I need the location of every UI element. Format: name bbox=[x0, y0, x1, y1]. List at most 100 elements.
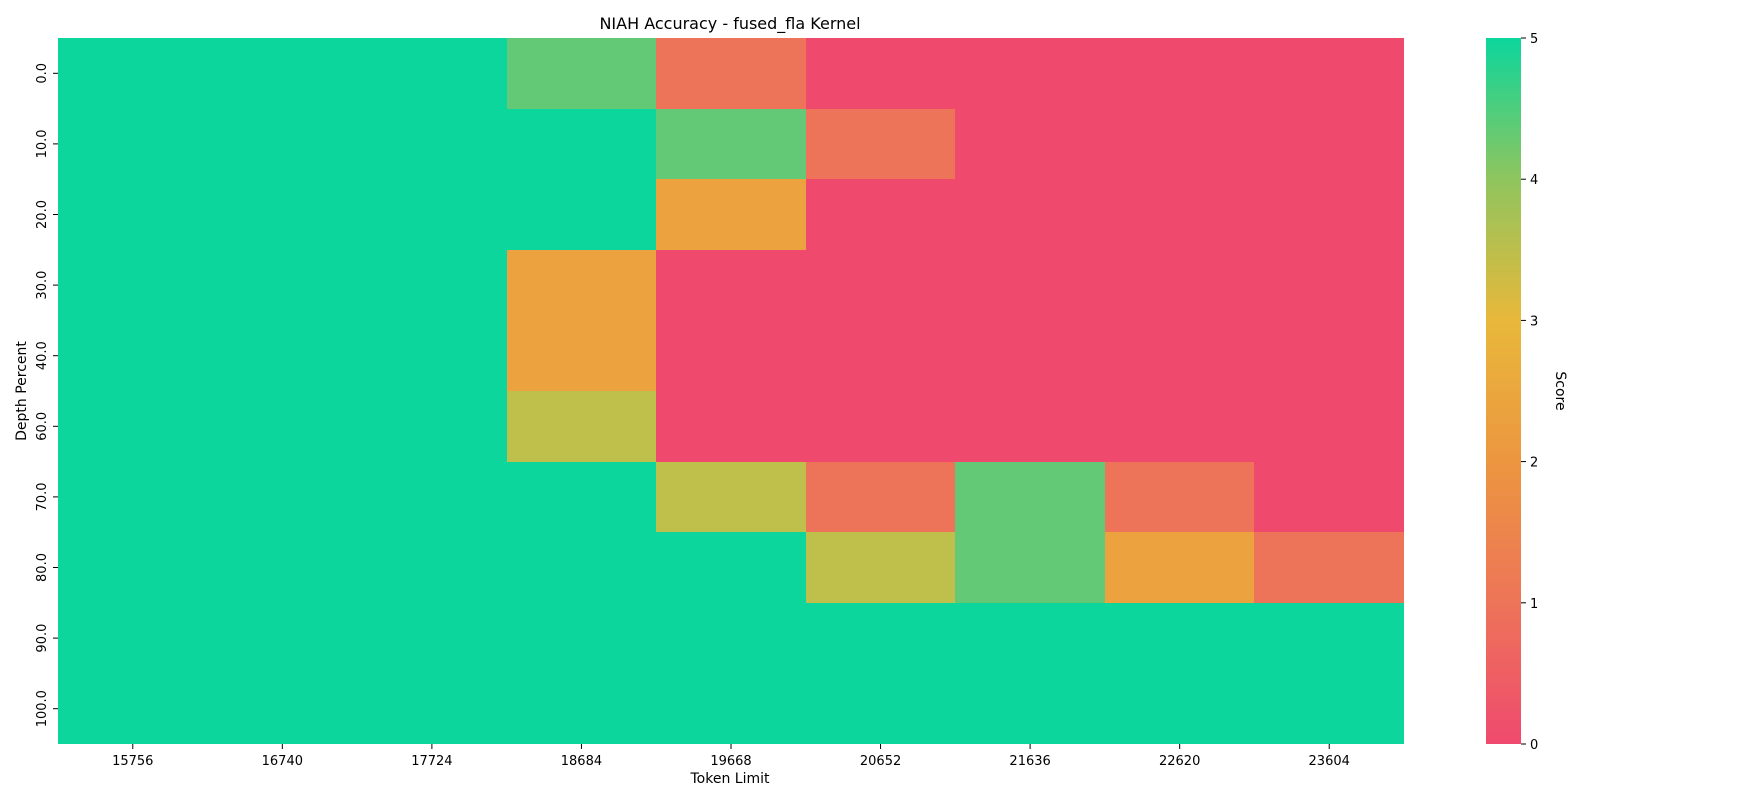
heatmap-cell bbox=[955, 179, 1105, 250]
heatmap-cell bbox=[507, 532, 656, 603]
colorbar-tick-label: 3 bbox=[1530, 314, 1538, 329]
heatmap-cell bbox=[806, 462, 955, 532]
heatmap-cell bbox=[357, 38, 507, 109]
heatmap-cell bbox=[58, 320, 208, 391]
y-tick-label: 70.0 bbox=[35, 482, 50, 511]
heatmap-cell bbox=[1254, 603, 1404, 673]
heatmap-cell bbox=[1105, 532, 1254, 603]
heatmap-cell bbox=[656, 38, 806, 109]
y-axis-ticks: 0.0 10.0 20.0 30.0 40.0 60.0 70.0 80.0 90.0 100.0 bbox=[35, 63, 58, 727]
heatmap-cell bbox=[955, 391, 1105, 462]
heatmap-cell bbox=[656, 603, 806, 673]
heatmap-cell bbox=[806, 109, 955, 179]
heatmap-cell bbox=[656, 109, 806, 179]
heatmap-cell bbox=[1105, 179, 1254, 250]
heatmap-cell bbox=[507, 320, 656, 391]
heatmap-cell bbox=[507, 250, 656, 320]
colorbar-tick-label: 1 bbox=[1530, 597, 1538, 612]
y-tick-label: 20.0 bbox=[35, 200, 50, 229]
colorbar-tick-label: 5 bbox=[1530, 32, 1538, 47]
heatmap-cell bbox=[1105, 320, 1254, 391]
colorbar bbox=[1486, 38, 1521, 744]
heatmap-cell bbox=[656, 250, 806, 320]
heatmap-cell bbox=[1254, 179, 1404, 250]
heatmap-cell bbox=[1254, 391, 1404, 462]
y-tick-label: 40.0 bbox=[35, 341, 50, 370]
heatmap-cell bbox=[1105, 109, 1254, 179]
x-tick-label: 18684 bbox=[561, 754, 602, 769]
heatmap-cell bbox=[955, 603, 1105, 673]
heatmap-cell bbox=[1105, 603, 1254, 673]
heatmap-cell bbox=[1254, 250, 1404, 320]
heatmap-cell bbox=[507, 391, 656, 462]
heatmap-cell bbox=[507, 462, 656, 532]
heatmap-cell bbox=[1254, 462, 1404, 532]
heatmap-cell bbox=[507, 603, 656, 673]
heatmap-cell bbox=[656, 462, 806, 532]
heatmap-cell bbox=[806, 38, 955, 109]
heatmap-cell bbox=[507, 109, 656, 179]
heatmap-cell bbox=[208, 532, 357, 603]
heatmap-cell bbox=[58, 109, 208, 179]
heatmap-cell bbox=[357, 391, 507, 462]
heatmap-cell bbox=[1254, 532, 1404, 603]
heatmap-cell bbox=[1254, 109, 1404, 179]
heatmap-cell bbox=[806, 673, 955, 744]
heatmap-cell bbox=[208, 673, 357, 744]
heatmap-cell bbox=[955, 320, 1105, 391]
y-tick-label: 0.0 bbox=[35, 63, 50, 84]
heatmap-cell bbox=[806, 179, 955, 250]
heatmap-cell bbox=[955, 38, 1105, 109]
heatmap-cell bbox=[1105, 250, 1254, 320]
heatmap-cell bbox=[1105, 673, 1254, 744]
colorbar-tick-label: 4 bbox=[1530, 173, 1538, 188]
heatmap-cell bbox=[656, 391, 806, 462]
heatmap-cell bbox=[208, 250, 357, 320]
heatmap-cell bbox=[208, 320, 357, 391]
x-tick-label: 20652 bbox=[860, 754, 901, 769]
colorbar-tick-label: 0 bbox=[1530, 738, 1538, 753]
heatmap-cell bbox=[58, 532, 208, 603]
heatmap-cell bbox=[656, 179, 806, 250]
colorbar-ticks: 0 1 2 3 4 5 bbox=[1521, 32, 1538, 753]
heatmap-cell bbox=[357, 250, 507, 320]
heatmap-cell bbox=[208, 179, 357, 250]
heatmap-cell bbox=[357, 673, 507, 744]
heatmap-cell bbox=[357, 603, 507, 673]
heatmap-cells bbox=[58, 38, 1404, 744]
heatmap-cell bbox=[58, 603, 208, 673]
heatmap-cell bbox=[955, 532, 1105, 603]
heatmap-cell bbox=[58, 462, 208, 532]
heatmap-cell bbox=[58, 250, 208, 320]
heatmap-cell bbox=[58, 179, 208, 250]
x-tick-label: 22620 bbox=[1159, 754, 1200, 769]
colorbar-label: Score bbox=[1552, 371, 1568, 410]
x-axis-ticks: 15756 16740 17724 18684 19668 20652 21636 22620… bbox=[112, 744, 1350, 769]
heatmap-cell bbox=[656, 532, 806, 603]
chart-title: NIAH Accuracy - fused_fla Kernel bbox=[599, 14, 860, 34]
y-tick-label: 30.0 bbox=[35, 271, 50, 300]
colorbar-tick-label: 2 bbox=[1530, 456, 1538, 471]
heatmap-cell bbox=[357, 320, 507, 391]
heatmap-cell bbox=[656, 673, 806, 744]
x-tick-label: 16740 bbox=[262, 754, 303, 769]
heatmap-cell bbox=[208, 603, 357, 673]
heatmap-cell bbox=[955, 462, 1105, 532]
heatmap-cell bbox=[208, 38, 357, 109]
heatmap-cell bbox=[507, 673, 656, 744]
heatmap-cell bbox=[955, 109, 1105, 179]
x-tick-label: 19668 bbox=[710, 754, 751, 769]
y-tick-label: 100.0 bbox=[35, 690, 50, 727]
x-tick-label: 23604 bbox=[1309, 754, 1350, 769]
heatmap-cell bbox=[357, 179, 507, 250]
y-axis-label: Depth Percent bbox=[14, 341, 30, 441]
x-tick-label: 17724 bbox=[411, 754, 452, 769]
heatmap-cell bbox=[357, 532, 507, 603]
x-tick-label: 15756 bbox=[112, 754, 153, 769]
heatmap-cell bbox=[58, 391, 208, 462]
heatmap-cell bbox=[1105, 462, 1254, 532]
heatmap-cell bbox=[208, 109, 357, 179]
heatmap-cell bbox=[955, 250, 1105, 320]
heatmap-cell bbox=[58, 38, 208, 109]
